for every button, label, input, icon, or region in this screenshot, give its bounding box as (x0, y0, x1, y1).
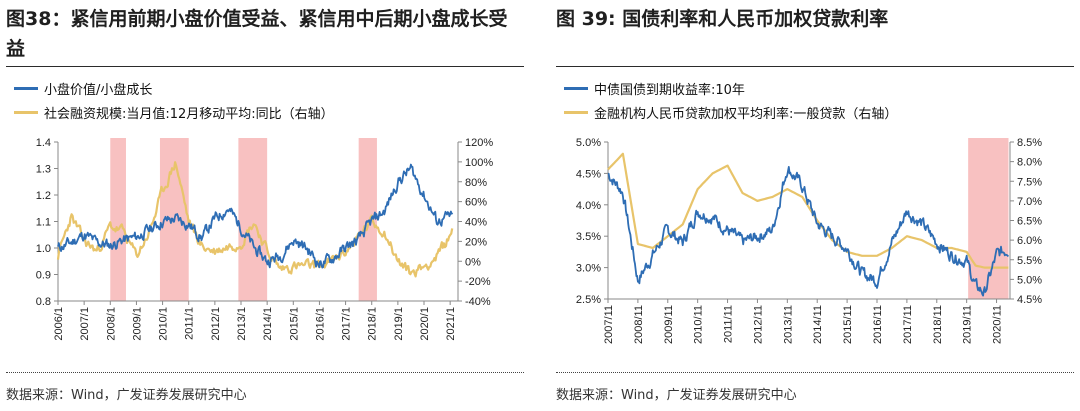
left-xtick-label: 2014/1 (262, 307, 274, 341)
right-legend-item-2: 金融机构人民币贷款加权平均利率:一般贷款（右轴） (564, 100, 897, 124)
right-xtick-label: 2017/11 (902, 305, 914, 344)
left-ytick-label: 1.1 (36, 217, 51, 229)
left-ytick-label: 0.8 (36, 296, 51, 308)
left-ytick-label: 1.4 (36, 137, 51, 149)
right-series-left-axis-line (607, 166, 1009, 297)
left-shade-band (358, 138, 377, 301)
left-xtick-label: 2015/1 (288, 307, 300, 341)
right-ytick-label: 5.0% (576, 137, 601, 149)
left-legend-item-2: 社会融资规模:当月值:12月移动平均:同比（右轴） (14, 100, 334, 124)
left-figure-panel: 图38：紧信用前期小盘价值受益、紧信用中后期小盘成长受益 小盘价值/小盘成长 社… (6, 0, 536, 411)
right-y2tick-label: 6.0% (1017, 235, 1042, 247)
right-xtick-label: 2019/11 (962, 305, 974, 344)
left-shade-band (238, 138, 268, 301)
right-xtick-label: 2010/11 (693, 305, 705, 344)
right-y2tick-label: 8.5% (1017, 137, 1042, 149)
left-chart: 0.8 0.9 1.0 1.1 1.2 1.3 1.4 -40% -20% 0% 20% 40% 60%… (36, 137, 494, 341)
right-xtick-label: 2014/11 (812, 305, 824, 344)
right-legend-swatch-1 (564, 86, 588, 90)
left-xtick-label: 2020/1 (419, 307, 431, 341)
left-source-rule (6, 372, 524, 373)
right-legend-label-1: 中债国债到期收益率:10年 (594, 82, 745, 98)
right-ytick-label: 4.0% (576, 200, 601, 212)
right-chart: 2.5% 3.0% 3.5% 4.0% 4.5% 5.0% 4.5% 5.0% 5.5% 6.0%… (576, 137, 1042, 344)
right-figure-panel: 图 39: 国债利率和人民币加权贷款利率 中债国债到期收益率:10年 金融机构人… (556, 0, 1080, 411)
left-figure-title: 图38：紧信用前期小盘价值受益、紧信用中后期小盘成长受益 (6, 8, 508, 60)
left-xtick-label: 2012/1 (210, 307, 222, 341)
left-title-rule (6, 66, 524, 67)
left-y2tick-label: 100% (465, 157, 493, 169)
right-ytick-label: 3.0% (576, 263, 601, 275)
left-xtick-label: 2021/1 (445, 307, 457, 341)
right-figure-title: 图 39: 国债利率和人民币加权贷款利率 (556, 8, 889, 30)
left-y2tick-label: -20% (465, 276, 491, 288)
right-xtick-label: 2015/11 (842, 305, 854, 344)
left-shade-band (110, 138, 126, 301)
right-source-rule (556, 372, 1074, 373)
left-legend-swatch-2 (14, 110, 38, 114)
right-source: 数据来源：Wind，广发证券发展研究中心 (556, 388, 797, 403)
left-xtick-label: 2007/1 (79, 307, 91, 341)
right-y2tick-label: 5.5% (1017, 255, 1042, 267)
left-xtick-label: 2008/1 (105, 307, 117, 341)
right-title-rule (556, 66, 1074, 67)
left-legend-label-2: 社会融资规模:当月值:12月移动平均:同比（右轴） (44, 106, 334, 122)
right-y2tick-label: 8.0% (1017, 157, 1042, 169)
right-xtick-label: 2007/11 (603, 305, 615, 344)
right-y2tick-label: 6.5% (1017, 216, 1042, 228)
right-xtick-label: 2012/11 (752, 305, 764, 344)
right-y2tick-label: 7.0% (1017, 196, 1042, 208)
left-y2tick-label: 40% (465, 217, 487, 229)
left-ytick-label: 1.3 (36, 164, 51, 176)
right-xtick-label: 2009/11 (663, 305, 675, 344)
right-legend-item-1: 中债国债到期收益率:10年 (564, 76, 897, 100)
right-xtick-label: 2020/11 (992, 305, 1004, 344)
left-legend-item-1: 小盘价值/小盘成长 (14, 76, 334, 100)
left-ytick-label: 1.2 (36, 190, 51, 202)
left-xtick-label: 2018/1 (367, 307, 379, 341)
left-ytick-label: 1.0 (36, 243, 51, 255)
left-y2tick-label: 20% (465, 236, 487, 248)
right-y2tick-label: 7.5% (1017, 176, 1042, 188)
right-legend: 中债国债到期收益率:10年 金融机构人民币贷款加权平均利率:一般贷款（右轴） (564, 76, 897, 124)
left-xtick-label: 2011/1 (184, 307, 196, 340)
left-y2tick-label: 80% (465, 177, 487, 189)
left-y2tick-label: 120% (465, 137, 493, 149)
left-xtick-label: 2019/1 (393, 307, 405, 341)
left-legend-swatch-1 (14, 86, 38, 90)
left-series-left-axis-line (57, 163, 454, 269)
left-xtick-label: 2016/1 (314, 307, 326, 341)
left-source: 数据来源：Wind，广发证券发展研究中心 (6, 388, 247, 403)
left-xtick-label: 2017/1 (341, 307, 353, 341)
right-y2tick-label: 4.5% (1017, 294, 1042, 306)
right-ytick-label: 2.5% (576, 294, 601, 306)
right-xtick-label: 2018/11 (932, 305, 944, 344)
right-xtick-label: 2016/11 (872, 305, 884, 344)
left-y2tick-label: -40% (465, 296, 491, 308)
left-legend: 小盘价值/小盘成长 社会融资规模:当月值:12月移动平均:同比（右轴） (14, 76, 334, 124)
left-xtick-label: 2006/1 (53, 307, 65, 341)
right-xtick-label: 2008/11 (633, 305, 645, 344)
right-xtick-label: 2011/11 (723, 305, 735, 343)
right-xtick-label: 2013/11 (782, 305, 794, 344)
right-ytick-label: 4.5% (576, 168, 601, 180)
left-xtick-label: 2013/1 (236, 307, 248, 341)
left-legend-label-1: 小盘价值/小盘成长 (44, 82, 153, 98)
left-y2tick-label: 0% (465, 256, 481, 268)
left-series-right-axis-line (56, 161, 454, 278)
right-legend-label-2: 金融机构人民币贷款加权平均利率:一般贷款（右轴） (594, 106, 898, 122)
right-ytick-label: 3.5% (576, 231, 601, 243)
left-ytick-label: 0.9 (36, 270, 51, 282)
right-legend-swatch-2 (564, 110, 588, 114)
left-y2tick-label: 60% (465, 197, 487, 209)
left-xtick-label: 2009/1 (131, 307, 143, 341)
right-y2tick-label: 5.0% (1017, 274, 1042, 286)
left-xtick-label: 2010/1 (158, 307, 170, 341)
